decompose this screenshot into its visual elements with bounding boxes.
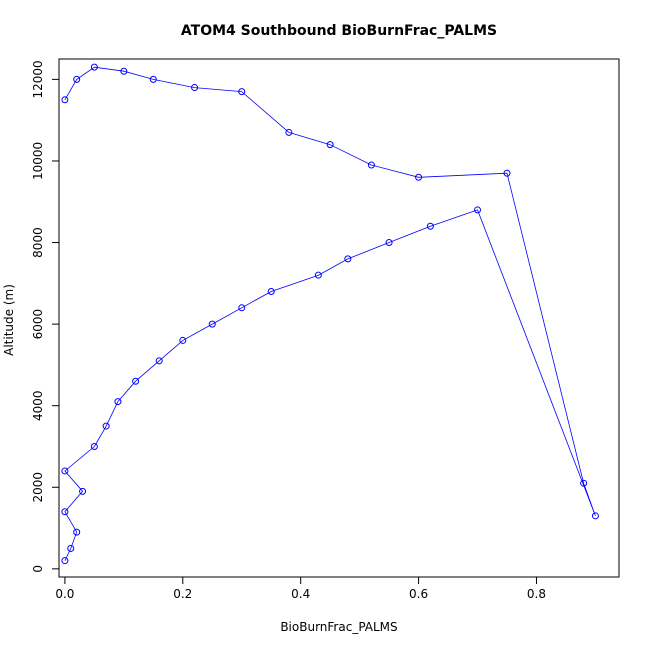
data-point — [90, 63, 98, 71]
x-tick-label: 0.0 — [55, 587, 74, 601]
data-point — [132, 377, 140, 385]
data-point — [238, 304, 246, 312]
data-point — [67, 544, 75, 552]
data-point — [120, 67, 128, 75]
data-point — [580, 479, 588, 487]
data-point — [314, 271, 322, 279]
y-tick-label: 8000 — [31, 227, 45, 258]
series-line — [64, 66, 596, 561]
x-axis-label: BioBurnFrac_PALMS — [280, 620, 397, 634]
y-tick-label: 0 — [31, 565, 45, 573]
data-point — [415, 173, 423, 181]
data-point — [73, 75, 81, 83]
data-point — [367, 161, 375, 169]
data-point — [90, 442, 98, 450]
y-tick-label: 10000 — [31, 142, 45, 180]
x-axis: 0.0 0.2 0.4 0.6 0.8 — [55, 576, 546, 601]
x-tick-label: 0.2 — [173, 587, 192, 601]
y-axis: 0 2000 4000 6000 8000 10000 12000 — [31, 60, 60, 573]
data-point — [61, 557, 69, 565]
data-point — [102, 422, 110, 430]
data-point — [426, 222, 434, 230]
y-axis-label: Altitude (m) — [2, 284, 16, 356]
data-point — [238, 88, 246, 96]
data-point — [79, 487, 87, 495]
data-point — [285, 128, 293, 136]
data-point — [591, 512, 599, 520]
data-point — [267, 287, 275, 295]
data-point — [503, 169, 511, 177]
series-layer — [61, 63, 599, 565]
data-point — [149, 75, 157, 83]
data-point — [61, 96, 69, 104]
data-point — [191, 84, 199, 92]
data-point — [61, 508, 69, 516]
y-tick-label: 6000 — [31, 309, 45, 340]
x-tick-label: 0.8 — [527, 587, 546, 601]
y-tick-label: 2000 — [31, 472, 45, 503]
data-point — [208, 320, 216, 328]
data-point — [344, 255, 352, 263]
data-point — [179, 336, 187, 344]
data-point — [155, 357, 163, 365]
data-point — [61, 467, 69, 475]
data-point — [326, 141, 334, 149]
x-tick-label: 0.6 — [409, 587, 428, 601]
data-point — [114, 398, 122, 406]
x-tick-label: 0.4 — [291, 587, 310, 601]
data-point — [385, 239, 393, 247]
y-tick-label: 12000 — [31, 60, 45, 98]
y-tick-label: 4000 — [31, 390, 45, 421]
chart-title: ATOM4 Southbound BioBurnFrac_PALMS — [181, 23, 497, 39]
data-point — [474, 206, 482, 214]
data-point — [73, 528, 81, 536]
